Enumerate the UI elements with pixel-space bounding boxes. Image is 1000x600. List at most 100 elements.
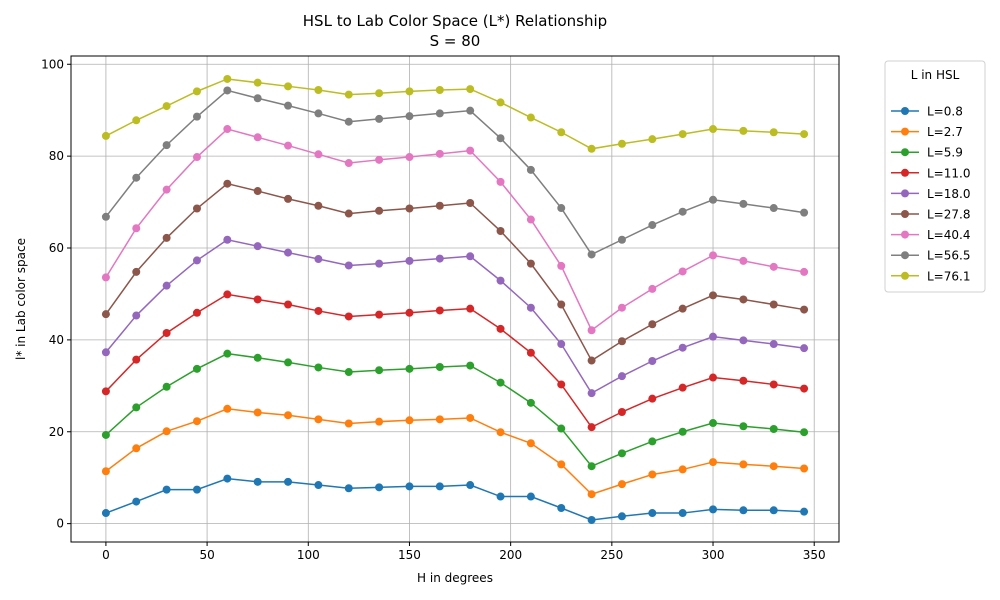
data-point (435, 415, 444, 424)
data-point (405, 364, 414, 373)
data-point (466, 413, 475, 422)
legend-label: L=76.1 (927, 269, 970, 283)
data-point (587, 423, 596, 432)
data-point (496, 492, 505, 501)
data-point (314, 363, 323, 372)
series-line (105, 78, 805, 150)
data-point (314, 255, 323, 264)
data-point (800, 507, 809, 516)
data-point (344, 261, 353, 270)
data-point (678, 130, 687, 139)
data-point (648, 357, 657, 366)
data-point (557, 424, 566, 433)
data-point (132, 497, 141, 506)
data-point (284, 300, 293, 309)
data-point (223, 235, 232, 244)
data-point (192, 308, 201, 317)
data-point (101, 273, 110, 282)
data-point (435, 201, 444, 210)
data-point (405, 153, 414, 162)
series-line (105, 238, 805, 395)
data-point (496, 428, 505, 437)
data-point (587, 490, 596, 499)
data-point (557, 504, 566, 513)
data-point (709, 419, 718, 428)
data-point (769, 204, 778, 213)
data-point (466, 106, 475, 115)
legend-item: L=0.8 (891, 105, 963, 119)
data-point (344, 159, 353, 168)
data-point (253, 408, 262, 417)
y-axis-label: l* in Lab color space (14, 238, 28, 360)
data-point (739, 295, 748, 304)
data-point (314, 85, 323, 94)
data-point (648, 509, 657, 518)
data-point (132, 224, 141, 233)
data-point (344, 312, 353, 321)
data-point (101, 509, 110, 518)
data-point (344, 368, 353, 377)
data-point (132, 403, 141, 412)
data-point (617, 139, 626, 148)
data-point (284, 101, 293, 110)
data-point (162, 233, 171, 242)
data-point (769, 506, 778, 515)
data-point (284, 82, 293, 91)
y-axis-ticks: 0 20 40 60 80 100 (41, 57, 71, 531)
data-point (739, 256, 748, 265)
series-line (105, 128, 805, 332)
data-point (557, 261, 566, 270)
data-point (800, 464, 809, 473)
chart-title: HSL to Lab Color Space (L*) Relationship… (303, 12, 607, 50)
data-point (253, 133, 262, 142)
data-point (435, 254, 444, 263)
series-line (105, 182, 805, 362)
data-point (284, 358, 293, 367)
data-point (375, 259, 384, 268)
data-point (162, 382, 171, 391)
data-point (617, 480, 626, 489)
data-point (739, 422, 748, 431)
data-point (617, 408, 626, 417)
data-point (526, 348, 535, 357)
data-point (648, 135, 657, 144)
x-tick-label: 300 (702, 548, 725, 562)
series-line (105, 408, 805, 496)
data-point (587, 356, 596, 365)
legend-item: L=2.7 (891, 125, 963, 139)
series-L=27.8 (101, 179, 809, 365)
data-point (223, 290, 232, 299)
data-point (739, 126, 748, 135)
data-point (223, 125, 232, 134)
data-point (314, 306, 323, 315)
data-point (132, 116, 141, 125)
data-point (800, 267, 809, 276)
data-point (192, 256, 201, 265)
data-point (223, 74, 232, 83)
x-tick-label: 350 (803, 548, 826, 562)
data-point (739, 506, 748, 515)
data-point (375, 114, 384, 123)
data-point (223, 349, 232, 358)
legend-item: L=76.1 (891, 269, 970, 283)
data-point (162, 427, 171, 436)
data-point (800, 384, 809, 393)
data-point (466, 85, 475, 94)
data-point (496, 324, 505, 333)
series-L=18.0 (101, 235, 809, 398)
legend-marker (901, 148, 909, 157)
legend-item: L=27.8 (891, 208, 970, 222)
data-point (253, 353, 262, 362)
series-L=76.1 (101, 74, 809, 153)
data-point (253, 94, 262, 103)
data-point (132, 267, 141, 276)
data-point (709, 332, 718, 341)
data-point (648, 320, 657, 329)
data-point (769, 380, 778, 389)
series-L=40.4 (101, 125, 809, 335)
data-point (284, 141, 293, 150)
legend: L in HSL L=0.8 L=2.7 L=5.9 L=11.0 L=18.0 L=27… (884, 60, 986, 293)
data-point (648, 221, 657, 230)
data-point (314, 201, 323, 210)
data-point (526, 439, 535, 448)
